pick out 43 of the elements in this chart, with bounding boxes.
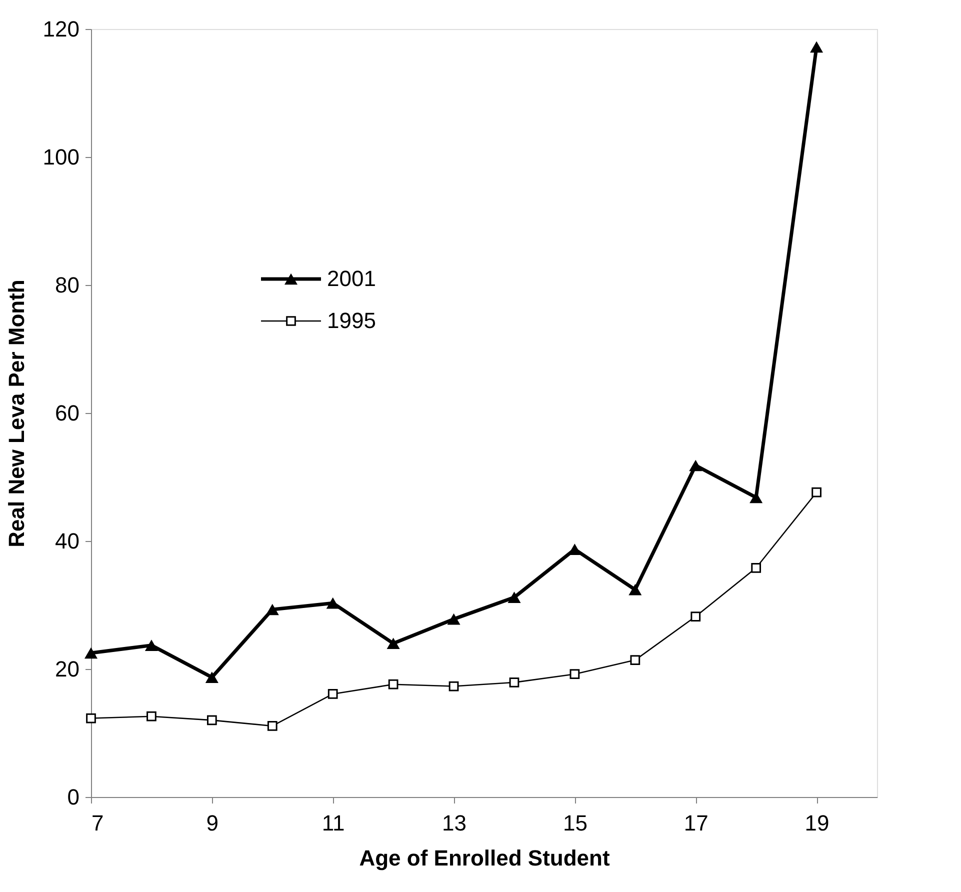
point xyxy=(750,492,763,504)
point xyxy=(266,604,279,616)
point xyxy=(812,487,822,498)
y-tick-label: 60 xyxy=(55,400,80,426)
point xyxy=(751,562,762,573)
point xyxy=(448,681,459,692)
x-tick-label: 7 xyxy=(92,810,104,836)
point xyxy=(86,713,96,724)
point xyxy=(508,592,521,603)
x-tick-label: 17 xyxy=(684,810,708,836)
point xyxy=(570,669,580,680)
point xyxy=(206,715,217,726)
point xyxy=(689,460,702,472)
x-tick-label: 9 xyxy=(206,810,219,836)
y-tick-label: 100 xyxy=(42,144,80,170)
point xyxy=(267,721,278,731)
point xyxy=(447,613,460,625)
point xyxy=(630,655,640,665)
y-tick-label: 80 xyxy=(55,272,80,298)
point xyxy=(690,612,701,622)
point xyxy=(84,647,98,659)
point xyxy=(144,640,158,651)
point xyxy=(628,584,642,596)
point xyxy=(328,689,338,699)
x-tick-label: 11 xyxy=(322,810,345,836)
legend-label: 1995 xyxy=(327,308,376,333)
y-tick-label: 40 xyxy=(55,528,80,554)
point xyxy=(509,678,520,688)
y-axis-title: Real New Leva Per Month xyxy=(4,280,29,548)
y-tick-label: 0 xyxy=(67,784,80,810)
x-tick-label: 19 xyxy=(804,810,830,836)
point xyxy=(205,672,218,683)
y-tick-label: 120 xyxy=(42,16,80,42)
point xyxy=(146,711,156,722)
point xyxy=(810,41,824,53)
point xyxy=(326,597,340,609)
x-axis-title: Age of Enrolled Student xyxy=(359,846,610,870)
legend-label: 2001 xyxy=(327,266,376,291)
x-tick-label: 13 xyxy=(442,810,467,836)
point xyxy=(388,679,398,690)
point xyxy=(386,638,400,650)
x-tick-label: 15 xyxy=(562,810,588,836)
y-tick-label: 20 xyxy=(55,656,80,682)
